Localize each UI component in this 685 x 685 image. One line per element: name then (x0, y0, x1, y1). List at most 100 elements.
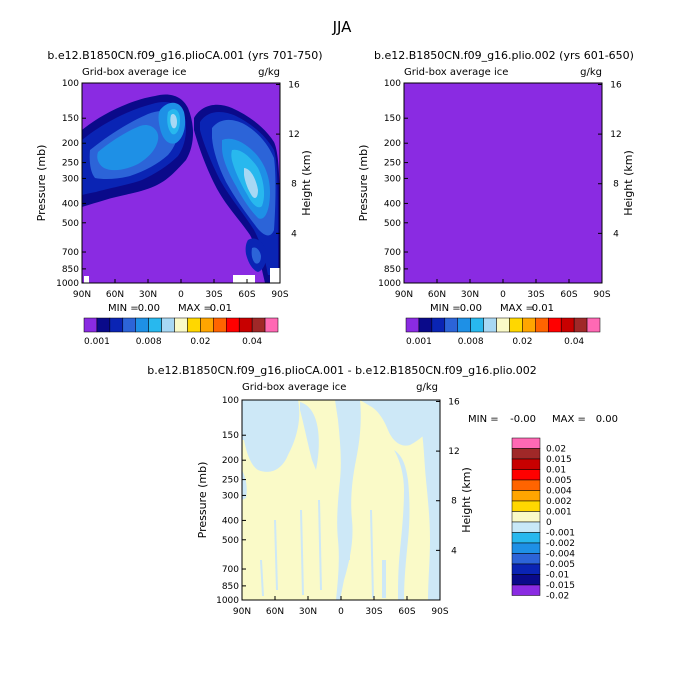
panel-diff-ytick-label: 250 (222, 476, 239, 486)
panel-diff-xtick-label: 60N (266, 607, 284, 617)
panel-left-xtick-label: 0 (178, 290, 184, 300)
panel-right-units: g/kg (580, 67, 602, 78)
panel-right-colorbar-level-label: 0.001 (406, 337, 432, 347)
panel-diff-colorbar-level-label: 0 (546, 518, 552, 528)
panel-left-colorbar-level-label: 0.04 (242, 337, 262, 347)
panel-diff-colorbar-swatch (511, 448, 541, 460)
contour-north-4 (97, 124, 159, 171)
panel-diff-colorbar-level-label: 0.001 (546, 508, 572, 518)
panel-right-min-label: MIN = (430, 303, 461, 314)
panel-right-ytick-label: 150 (384, 114, 401, 124)
panel-diff-ytick-label: 300 (222, 491, 239, 501)
panel-right-xtick-label: 0 (500, 290, 506, 300)
panel-right-ytick-label: 300 (384, 174, 401, 184)
panel-diff-colorbar-level-label: 0.005 (546, 476, 572, 486)
panel-diff-ytick-label: 500 (222, 536, 239, 546)
panel-left-colorbar-swatch (200, 317, 214, 333)
panel-right-plot-area (403, 82, 603, 284)
diff-streak-5 (370, 510, 374, 598)
panel-left-plot-area (81, 82, 281, 284)
panel-right-colorbar-level-label: 0.02 (512, 337, 532, 347)
panel-left-ytick-right-label: 8 (291, 180, 297, 190)
panel-right-ytick-label: 1000 (378, 279, 401, 289)
panel-left-xtick-label: 60N (106, 290, 124, 300)
panel-right-ytick-label: 250 (384, 159, 401, 169)
panel-right-xtick-label: 90S (593, 290, 610, 300)
panel-right-colorbar-swatch (405, 317, 420, 333)
panel-right-ytick-label: 850 (384, 265, 401, 275)
panel-right-colorbar-swatch (509, 317, 523, 333)
diff-region-60s (394, 450, 410, 600)
panel-right-ytick-label: 400 (384, 199, 401, 209)
panel-right-colorbar-swatch (457, 317, 471, 333)
panel-diff-ytick-right-label: 4 (451, 546, 457, 556)
panel-diff-ytick-right-label: 8 (451, 497, 457, 507)
panel-left-colorbar-swatch (226, 317, 240, 333)
panel-diff-xtick-label: 90S (431, 607, 448, 617)
panel-left-colorbar-swatch (187, 317, 201, 333)
panel-left-colorbar-swatch (135, 317, 149, 333)
panel-diff-colorbar-level-label: -0.015 (546, 581, 575, 591)
panel-left-ytick-label: 700 (62, 248, 79, 258)
panel-right-ytick-label: 700 (384, 248, 401, 258)
panel-left-colorbar-swatch (213, 317, 227, 333)
panel-diff-plot-area (241, 399, 441, 601)
panel-diff-ytick-right-label: 16 (448, 397, 460, 407)
diff-streak-6 (382, 560, 386, 598)
panel-diff-colorbar-level-label: -0.002 (546, 539, 575, 549)
panel-diff-colorbar-level-label: -0.005 (546, 560, 575, 570)
panel-left-variable: Grid-box average ice (82, 67, 186, 78)
topography-mask-south (233, 275, 255, 283)
panel-diff-ytick-label: 1000 (216, 596, 239, 606)
panel-left-ytick-label: 150 (62, 114, 79, 124)
panel-diff-colorbar-level-label: 0.004 (546, 487, 572, 497)
panel-diff-xtick-label: 30S (365, 607, 382, 617)
panel-left-max-label: MAX = (178, 303, 212, 314)
panel-right-ytick-right-label: 12 (610, 130, 621, 140)
panel-left-ytick-label: 400 (62, 199, 79, 209)
panel-left-ytick-label: 100 (62, 79, 79, 89)
panel-diff-colorbar-swatch (511, 553, 541, 565)
panel-diff-colorbar-swatch (511, 479, 541, 491)
panel-diff-colorbar-swatch (511, 437, 541, 449)
panel-diff-colorbar-swatch (511, 490, 541, 502)
panel-right-max-value: 0.01 (532, 303, 554, 314)
panel-diff-ylabel-right: Height (km) (460, 467, 473, 533)
panel-diff-colorbar-level-label: -0.001 (546, 529, 575, 539)
panel-diff: b.e12.B1850CN.f09_g16.plioCA.001 - b.e12… (147, 364, 618, 617)
panel-left-ytick-right-label: 16 (288, 80, 300, 90)
panel-diff-ytick-label: 100 (222, 396, 239, 406)
panel-left-contours (82, 94, 280, 283)
panel-diff-colorbar-swatch (511, 542, 541, 554)
panel-right-xtick-label: 90N (395, 290, 413, 300)
panel-left-colorbar-swatch (122, 317, 136, 333)
panel-diff-colorbar-level-label: 0.01 (546, 466, 566, 476)
panel-right-xtick-label: 30N (461, 290, 479, 300)
panel-diff-colorbar-swatch (511, 584, 541, 596)
panel-left-xtick-label: 90S (271, 290, 288, 300)
panel-left-xtick-label: 30N (139, 290, 157, 300)
panel-right-ytick-right-label: 8 (613, 180, 619, 190)
panel-left-axes: 90N 60N 30N 0 30S 60S 90S 100 150 200 250 300 400 500… (56, 79, 300, 300)
panel-right-axes: 90N 60N 30N 0 30S 60S 90S 100 150 200 250 300 400 500… (378, 79, 622, 300)
panel-right-ytick-right-label: 16 (610, 80, 622, 90)
panel-diff-xtick-label: 60S (398, 607, 415, 617)
panel-left-colorbar: 0.001 0.008 0.02 0.04 (83, 317, 279, 347)
panel-left-min-value: 0.00 (138, 303, 160, 314)
panel-right-ytick-label: 500 (384, 219, 401, 229)
panel-right-min-value: 0.00 (460, 303, 482, 314)
panel-diff-colorbar-swatch (511, 574, 541, 586)
panel-diff-ytick-label: 200 (222, 456, 239, 466)
diff-streak-1 (274, 520, 278, 590)
panel-left-colorbar-swatch (96, 317, 111, 333)
panel-diff-units: g/kg (416, 382, 438, 393)
panel-left-xtick-label: 60S (238, 290, 255, 300)
panel-right-colorbar-swatch (418, 317, 433, 333)
panel-left-colorbar-swatch (109, 317, 124, 333)
diff-streak-4 (346, 480, 350, 560)
diff-streak-3 (318, 500, 322, 590)
panel-right-xtick-label: 60S (560, 290, 577, 300)
panel-left-colorbar-level-label: 0.001 (84, 337, 110, 347)
topography-mask-north (84, 276, 89, 283)
